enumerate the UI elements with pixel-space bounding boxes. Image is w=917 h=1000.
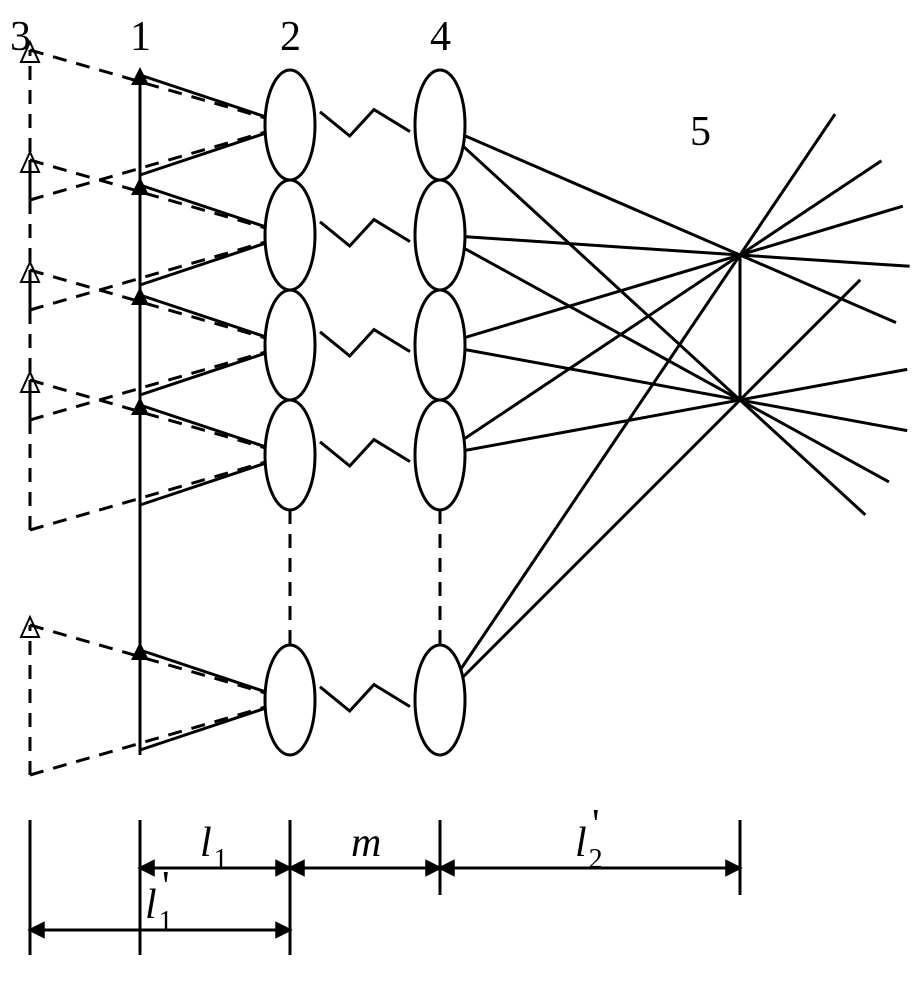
lens1-element [265, 400, 315, 510]
lens1-element [265, 70, 315, 180]
label-5: 5 [690, 109, 711, 155]
lens1-element [265, 645, 315, 755]
lens2-element [415, 400, 465, 510]
lens1-element [265, 290, 315, 400]
label-l1p-prime: ' [162, 864, 170, 910]
lens1-element [265, 180, 315, 290]
label-m: m [351, 820, 381, 866]
label-3: 3 [10, 14, 31, 60]
label-l2p-prime: ' [592, 802, 600, 848]
lens2-element [415, 180, 465, 290]
label-1: 1 [130, 14, 151, 60]
label-2: 2 [280, 14, 301, 60]
lens2-element [415, 645, 465, 755]
label-4: 4 [430, 14, 451, 60]
lens2-element [415, 290, 465, 400]
lens2-element [415, 70, 465, 180]
